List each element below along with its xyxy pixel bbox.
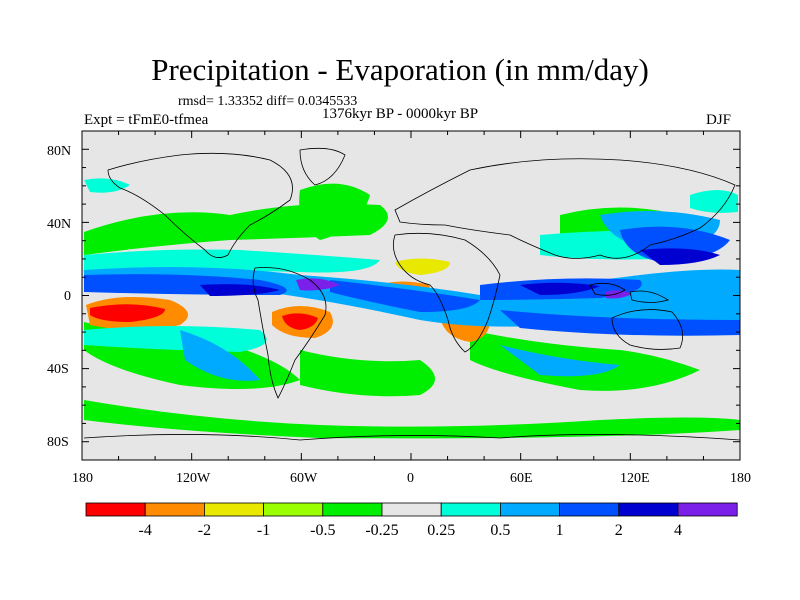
lon-label-60w: 60W — [290, 471, 318, 486]
coast-south-america — [252, 267, 327, 399]
field-patch — [300, 350, 435, 397]
plot-title: Precipitation - Evaporation (in mm/day) — [151, 52, 649, 87]
lon-label-180w: 180 — [72, 471, 93, 486]
lon-label-60e: 60E — [510, 471, 533, 486]
coastlines — [83, 147, 740, 441]
coast-antarctica — [83, 434, 740, 441]
colorbar-label: -2 — [198, 522, 211, 539]
field-patch — [84, 326, 267, 352]
coast-africa — [392, 232, 501, 353]
lon-label-180e: 180 — [730, 471, 751, 486]
lat-label-80s: 80S — [47, 435, 69, 450]
coast-greenland — [299, 147, 346, 186]
field-patch — [282, 313, 318, 330]
colorbar-box — [144, 502, 205, 517]
field-patch — [690, 190, 738, 213]
colorbar-box — [263, 502, 324, 517]
colorbar-label: -0.5 — [310, 522, 335, 539]
field-patch — [200, 284, 280, 296]
field-patch — [500, 310, 740, 336]
experiment-label: Expt = tFmE0-tfmea — [84, 112, 209, 128]
lat-label-40s: 40S — [47, 362, 69, 377]
colorbar-label: -0.25 — [365, 522, 398, 539]
field-patch — [395, 258, 450, 275]
colorbar-box — [440, 502, 501, 517]
colorbar-label: 2 — [615, 522, 623, 539]
field-patch — [299, 183, 370, 240]
colorbar-box — [322, 502, 383, 517]
colorbar-label: -4 — [139, 522, 152, 539]
field-patch — [640, 248, 720, 265]
lat-label-40n: 40N — [47, 217, 71, 232]
colorbar-box — [85, 502, 146, 517]
field-patch — [605, 290, 632, 299]
coast-australia — [611, 309, 684, 350]
colorbar-label: 4 — [674, 522, 682, 539]
field-patch — [470, 330, 700, 391]
colorbar-box — [618, 502, 679, 517]
field-patch — [500, 345, 620, 377]
coast-north-america — [107, 152, 293, 258]
season-label: DJF — [706, 112, 732, 128]
lon-label-120e: 120E — [620, 471, 650, 486]
lat-label-0: 0 — [64, 289, 71, 304]
colorbar: -4 -2 -1 -0.5 -0.25 0.25 0.5 1 2 4 — [85, 502, 738, 539]
field-patch — [330, 280, 480, 312]
field-patch — [84, 178, 130, 193]
coast-eurasia — [394, 158, 736, 259]
colorbar-label: 0.25 — [427, 522, 455, 539]
field-patch — [180, 330, 260, 381]
field-patch — [84, 249, 380, 273]
colorbar-box — [559, 502, 620, 517]
colorbar-box — [381, 502, 442, 517]
colorbar-label: -1 — [257, 522, 270, 539]
field-patch — [84, 400, 740, 439]
colorbar-box — [677, 502, 738, 517]
axis-ticks — [81, 130, 741, 461]
stats-subtitle: rmsd= 1.33352 diff= 0.0345533 — [178, 94, 358, 109]
colorbar-label: 0.5 — [490, 522, 510, 539]
period-subtitle: 1376kyr BP - 0000kyr BP — [322, 106, 479, 122]
field-layer — [84, 178, 740, 439]
field-patch — [520, 282, 600, 295]
coast-indonesia — [589, 282, 669, 303]
colorbar-box — [499, 502, 560, 517]
colorbar-label: 1 — [556, 522, 564, 539]
colorbar-box — [203, 502, 264, 517]
lon-label-0: 0 — [407, 471, 414, 486]
lat-label-80n: 80N — [47, 144, 71, 159]
field-patch — [90, 304, 165, 322]
field-patch — [296, 278, 340, 291]
lon-label-120w: 120W — [176, 471, 211, 486]
